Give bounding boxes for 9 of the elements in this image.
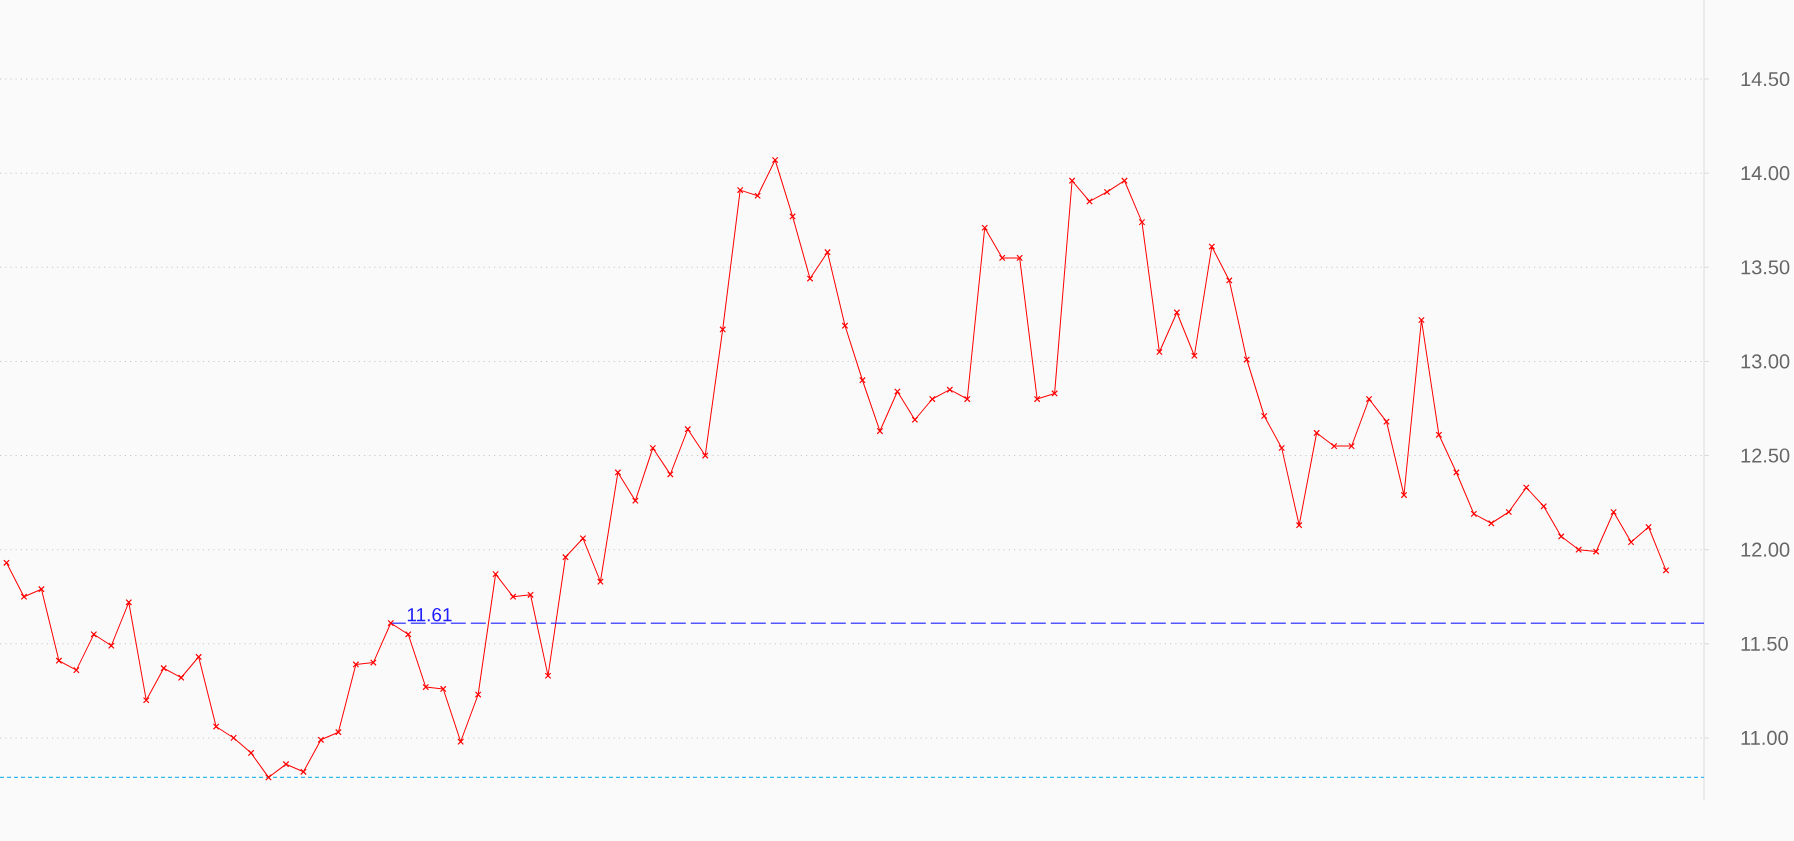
y-tick-label: 11.50: [1741, 636, 1788, 651]
y-tick-label: 13.00: [1741, 354, 1790, 369]
y-tick-label: 11.00: [1741, 730, 1788, 745]
y-tick-label: 14.00: [1741, 166, 1790, 181]
y-tick-label: 12.00: [1741, 542, 1790, 557]
y-tick-label: 12.50: [1741, 448, 1790, 463]
y-tick-label: 14.50: [1741, 71, 1790, 87]
y-tick-label: 13.50: [1741, 260, 1790, 275]
ref-line-label: 11.61: [407, 608, 452, 622]
